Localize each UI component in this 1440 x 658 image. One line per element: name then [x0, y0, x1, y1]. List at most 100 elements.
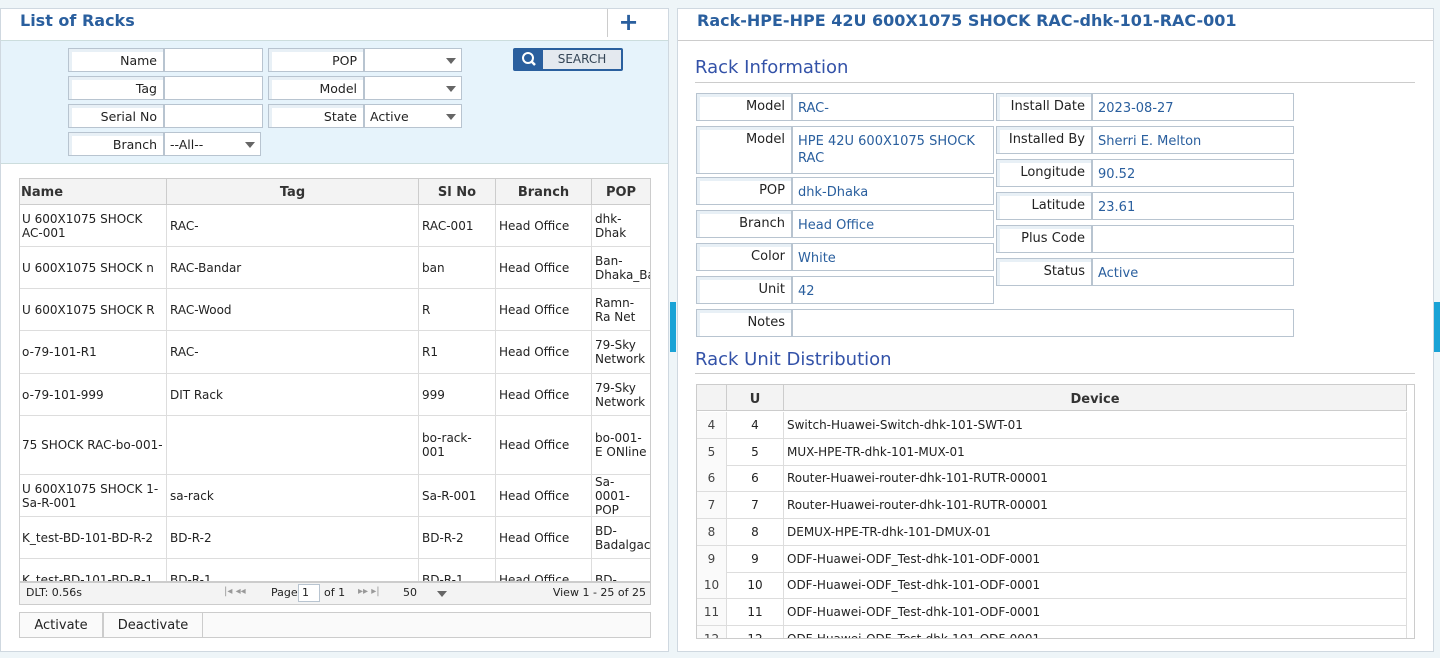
field-value: [792, 309, 1294, 337]
splitter[interactable]: [670, 302, 676, 352]
table-cell: DIT Rack: [167, 374, 419, 416]
field-value: HPE 42U 600X1075 SHOCK RAC: [792, 126, 994, 174]
page-size[interactable]: 50: [403, 586, 417, 599]
section-rule: [695, 373, 1415, 374]
dropdown-caret: [437, 591, 447, 597]
filter-input[interactable]: [164, 76, 263, 100]
table-cell: BD-R-2: [419, 517, 496, 559]
units-table: [696, 384, 1415, 639]
field-label: Plus Code: [996, 225, 1092, 253]
field-label: Unit: [696, 276, 792, 304]
filter-label: State: [268, 104, 364, 128]
row-number: 10: [697, 572, 727, 600]
table-cell: U 600X1075 SHOCK 1-Sa-R-001: [19, 475, 167, 517]
field-label: Latitude: [996, 192, 1092, 220]
column-header: U: [727, 385, 784, 411]
table-cell: 10: [727, 572, 784, 600]
table-cell: Switch-Huawei-Switch-dhk-101-SWT-01: [784, 412, 1407, 439]
row-number: 6: [697, 465, 727, 493]
table-cell: dhk-Dhak: [592, 205, 651, 247]
table-cell: Head Office: [496, 517, 592, 559]
filter-select[interactable]: [364, 76, 462, 100]
table-cell: 75 SHOCK RAC-bo-001-: [19, 416, 167, 475]
table-body: U 600X1075 SHOCK AC-001 RAC- RAC-001 Head O…: [19, 205, 651, 582]
table-cell: RAC-: [167, 205, 419, 247]
filter-label: Branch: [68, 132, 164, 156]
table-cell: U 600X1075 SHOCK n: [19, 247, 167, 289]
page-label: Page: [271, 586, 298, 599]
table-cell: Head Office: [496, 331, 592, 374]
table-cell: U 600X1075 SHOCK AC-001: [19, 205, 167, 247]
table-cell: R1: [419, 331, 496, 374]
splitter[interactable]: [1434, 302, 1440, 352]
action-button[interactable]: Activate: [19, 612, 103, 638]
load-time: DLT: 0.56s: [26, 586, 83, 599]
table-cell: o-79-101-999: [19, 374, 167, 416]
table-cell: bo-rack-001: [419, 416, 496, 475]
table-cell: 9: [727, 545, 784, 573]
units-body: 4 4 Switch-Huawei-Switch-dhk-101-SWT-01 5 5 M…: [697, 412, 1407, 638]
field-value: Active: [1092, 258, 1294, 286]
table-cell: BD-R-2: [167, 517, 419, 559]
divider: [678, 40, 1433, 41]
row-number: 8: [697, 518, 727, 546]
field-label: Model: [696, 93, 792, 121]
table-cell: ban: [419, 247, 496, 289]
table-cell: RAC-Bandar: [167, 247, 419, 289]
column-header: Sl No: [419, 178, 496, 205]
field-value: 2023-08-27: [1092, 93, 1294, 121]
page-total: of 1: [324, 586, 346, 599]
view-info: View 1 - 25 of 25: [552, 586, 646, 599]
table-cell: Router-Huawei-router-dhk-101-RUTR-00001: [784, 492, 1407, 520]
column-header: Tag: [167, 178, 419, 205]
section-title: Rack Unit Distribution: [695, 349, 892, 370]
table-cell: 8: [727, 518, 784, 546]
table-cell: Head Office: [496, 205, 592, 247]
table-cell: RAC-: [167, 331, 419, 374]
table-cell: BD-R-1: [167, 559, 419, 582]
field-label: Branch: [696, 210, 792, 238]
row-number: 7: [697, 492, 727, 520]
search-button[interactable]: SEARCH: [513, 48, 623, 71]
field-value: Sherri E. Melton: [1092, 126, 1294, 154]
dropdown-caret: [446, 114, 456, 120]
section-title: Rack Information: [695, 57, 849, 78]
filter-select[interactable]: [364, 48, 462, 72]
add-button[interactable]: +: [607, 9, 649, 37]
filter-select[interactable]: Active: [364, 104, 462, 128]
table-cell: Sa-R-001: [419, 475, 496, 517]
field-value: dhk-Dhaka: [792, 177, 994, 205]
table-cell: U 600X1075 SHOCK R: [19, 289, 167, 331]
filter-label: Tag: [68, 76, 164, 100]
page-input[interactable]: 1: [298, 584, 320, 602]
field-value: 23.61: [1092, 192, 1294, 220]
filter-select[interactable]: --All--: [164, 132, 261, 156]
field-value: 90.52: [1092, 159, 1294, 187]
table-cell: ODF-Huawei-ODF_Test-dhk-101-ODF-0001: [784, 572, 1407, 600]
pager-nav: ▸▸ ▸|: [358, 586, 380, 597]
table-cell: [167, 416, 419, 475]
field-value: 42: [792, 276, 994, 304]
magnifier: [522, 52, 536, 66]
table-cell: R: [419, 289, 496, 331]
filter-label: Serial No: [68, 104, 164, 128]
filter-input[interactable]: [164, 104, 263, 128]
action-button[interactable]: Deactivate: [103, 612, 203, 638]
column-header: Device: [784, 385, 1407, 411]
column-header: [697, 385, 727, 411]
field-label: POP: [696, 177, 792, 205]
table-cell: MUX-HPE-TR-dhk-101-MUX-01: [784, 438, 1407, 466]
search-label: SEARCH: [557, 52, 607, 66]
filter-input[interactable]: [164, 48, 263, 72]
table-cell: Ramn-Ra Net: [592, 289, 651, 331]
table-cell: Router-Huawei-router-dhk-101-RUTR-00001: [784, 465, 1407, 493]
table-cell: Head Office: [496, 247, 592, 289]
table-cell: Head Office: [496, 559, 592, 582]
table-cell: o-79-101-R1: [19, 331, 167, 374]
table-cell: Head Office: [496, 289, 592, 331]
field-label: Status: [996, 258, 1092, 286]
dropdown-caret: [245, 142, 255, 148]
section-rule: [695, 82, 1415, 83]
table-cell: Head Office: [496, 475, 592, 517]
